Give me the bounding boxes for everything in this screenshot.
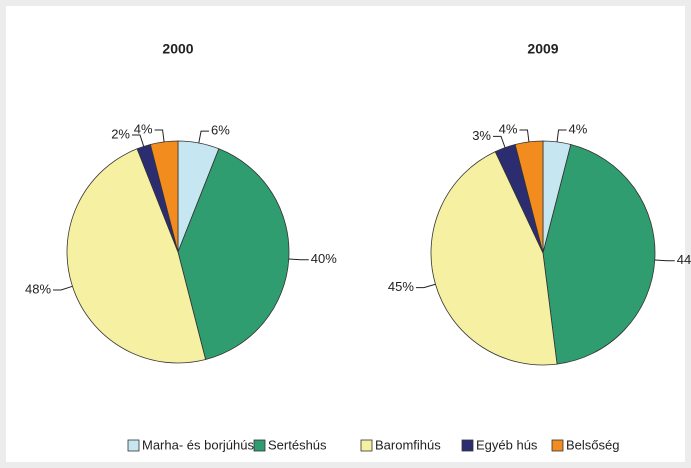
chart-title: 2000 (162, 41, 193, 57)
leader-line (492, 135, 506, 148)
legend-label: Egyéb hús (476, 437, 538, 452)
data-label: 6% (211, 123, 230, 138)
pie-slice (514, 140, 544, 254)
legend-swatch (551, 439, 564, 452)
leader-line (198, 130, 210, 144)
legend-swatch (127, 439, 140, 452)
pie-slice (66, 148, 207, 364)
legend-swatch (461, 439, 474, 452)
data-label: 44% (677, 252, 691, 267)
legend-swatch (253, 439, 266, 452)
leader-line (131, 134, 145, 147)
chart-title: 2009 (527, 41, 558, 57)
data-label: 3% (472, 128, 491, 143)
data-label: 4% (134, 121, 153, 136)
leader-line (154, 129, 165, 142)
leader-line (556, 129, 567, 142)
leader-line (654, 259, 675, 262)
data-label: 45% (388, 279, 414, 294)
pie-slice (542, 144, 656, 365)
legend-label: Baromfihús (375, 437, 441, 452)
legend-label: Belsőség (566, 437, 619, 452)
data-label: 4% (499, 121, 518, 136)
data-label: 48% (25, 281, 51, 296)
legend-label: Marha- és borjúhús (142, 437, 254, 452)
legend-swatch (360, 439, 373, 452)
leader-line (288, 258, 309, 261)
data-label: 2% (111, 126, 130, 141)
leader-line (53, 285, 73, 291)
data-label: 40% (311, 251, 337, 266)
data-label: 4% (569, 121, 588, 136)
leader-line (415, 283, 436, 289)
leader-line (519, 129, 530, 142)
legend-label: Sertéshús (268, 437, 327, 452)
